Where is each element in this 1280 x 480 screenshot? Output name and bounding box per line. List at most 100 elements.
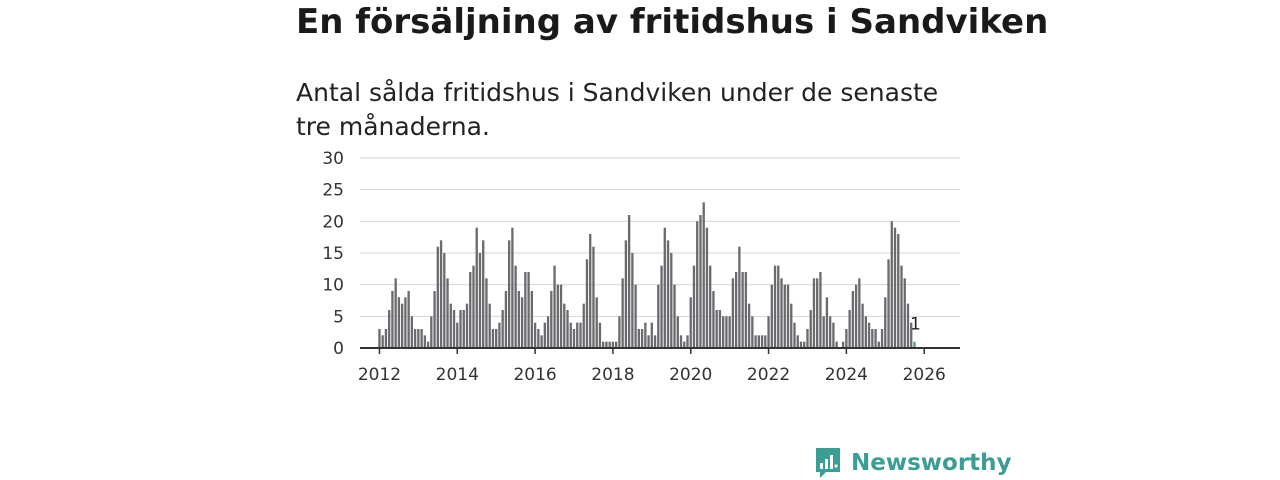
bar xyxy=(816,278,819,348)
bar xyxy=(592,246,595,348)
bar xyxy=(822,316,825,348)
x-tick-label-2026: 2026 xyxy=(903,365,946,385)
bar xyxy=(705,227,709,348)
newsworthy-chart-icon xyxy=(816,448,840,478)
highlight-data-label: 1 xyxy=(910,315,921,335)
bar xyxy=(683,341,686,348)
bar xyxy=(796,335,799,348)
bar xyxy=(582,303,585,348)
bar xyxy=(770,284,773,348)
bar xyxy=(647,335,650,348)
bar xyxy=(501,310,504,348)
bar xyxy=(799,341,803,348)
bar xyxy=(670,253,673,348)
bar xyxy=(433,291,436,348)
bar xyxy=(491,329,495,348)
bar xyxy=(874,329,877,348)
bar xyxy=(384,329,388,348)
bar xyxy=(553,265,556,348)
bar xyxy=(897,234,900,348)
bar xyxy=(806,329,809,348)
bar xyxy=(550,291,553,348)
bar xyxy=(394,278,397,348)
bar xyxy=(546,316,550,348)
x-tick-label-2018: 2018 xyxy=(591,365,634,385)
bar xyxy=(786,284,790,348)
bar xyxy=(832,322,835,348)
bar xyxy=(498,322,501,348)
y-tick-label-25: 25 xyxy=(322,181,344,201)
bar xyxy=(790,303,793,348)
bar xyxy=(910,322,913,348)
bar xyxy=(722,316,725,348)
bar xyxy=(579,322,582,348)
bar xyxy=(530,291,534,348)
bar xyxy=(829,316,832,348)
bar xyxy=(803,341,806,348)
bar xyxy=(400,303,404,348)
bar xyxy=(514,265,517,348)
bar xyxy=(410,316,414,348)
bar xyxy=(871,329,874,348)
bar xyxy=(864,316,867,348)
bar xyxy=(595,297,598,348)
bar xyxy=(485,278,488,348)
bar xyxy=(614,341,618,348)
bar xyxy=(608,341,611,348)
bar xyxy=(903,278,906,348)
bar xyxy=(835,341,838,348)
bar xyxy=(488,303,491,348)
bar xyxy=(653,335,657,348)
bar xyxy=(887,259,890,348)
bar xyxy=(709,265,712,348)
bar xyxy=(640,329,644,348)
bar xyxy=(851,291,855,348)
bar xyxy=(423,335,427,348)
bar xyxy=(754,335,757,348)
bar xyxy=(890,221,893,348)
bar xyxy=(747,303,751,348)
bar xyxy=(452,310,456,348)
y-tick-label-5: 5 xyxy=(333,307,344,327)
bar xyxy=(819,272,822,348)
bar xyxy=(663,227,666,348)
bar xyxy=(825,297,829,348)
bar xyxy=(576,322,579,348)
bar xyxy=(793,322,796,348)
bar xyxy=(439,240,443,348)
bar xyxy=(712,291,715,348)
bar xyxy=(666,240,670,348)
bar xyxy=(482,240,485,348)
bar xyxy=(900,265,903,348)
bar xyxy=(783,284,786,348)
y-tick-label-20: 20 xyxy=(322,212,344,232)
bar xyxy=(556,284,559,348)
bar xyxy=(436,246,439,348)
bar xyxy=(388,310,391,348)
bar xyxy=(391,291,394,348)
bar xyxy=(845,329,848,348)
bar xyxy=(867,322,871,348)
bar xyxy=(679,335,683,348)
bar xyxy=(728,316,731,348)
bar xyxy=(764,335,767,348)
x-tick-label-2024: 2024 xyxy=(825,365,868,385)
bar xyxy=(861,303,864,348)
bar xyxy=(426,341,430,348)
bar xyxy=(809,310,812,348)
brand-name: Newsworthy xyxy=(851,450,1012,476)
x-tick-label-2016: 2016 xyxy=(513,365,556,385)
bar xyxy=(634,284,637,348)
bar xyxy=(660,265,663,348)
bar xyxy=(618,316,621,348)
bar xyxy=(893,227,897,348)
bar xyxy=(598,322,602,348)
bar xyxy=(504,291,508,348)
chart-subtitle: Antal sålda fritidshus i Sandviken under… xyxy=(296,78,939,141)
bar xyxy=(469,272,472,348)
axis-layer: 0 5 10 15 20 25 30 1 2012 2014 2016 2018 2020 2022 202… xyxy=(322,149,960,385)
bar xyxy=(472,265,475,348)
bar xyxy=(443,253,446,348)
bar xyxy=(877,341,880,348)
x-tick-label-2014: 2014 xyxy=(436,365,479,385)
